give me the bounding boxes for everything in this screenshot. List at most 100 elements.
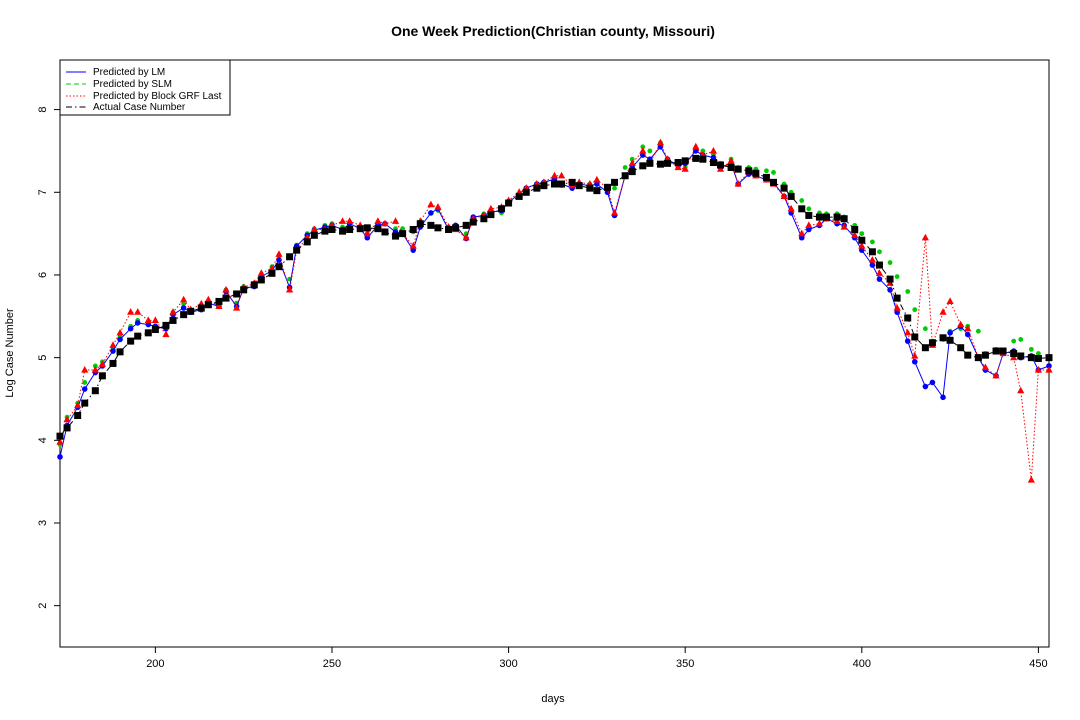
point-slm-73 [700,148,706,154]
point-actual-4 [91,387,99,395]
point-slm-63 [612,185,617,191]
point-actual-93 [875,261,883,269]
point-grf-6 [109,341,117,348]
point-actual-95 [893,294,901,302]
point-grf-102 [957,320,965,328]
point-grf-40 [409,242,417,249]
point-lm-97 [911,358,918,365]
series-grf [56,138,1053,483]
y-tick-label-6: 8 [37,107,49,113]
point-grf-103 [964,324,972,332]
point-actual-75 [717,161,725,169]
point-grf-29 [310,225,318,233]
point-grf-96 [904,328,912,336]
point-actual-89 [840,215,848,223]
point-actual-5 [98,372,106,380]
point-actual-54 [533,184,541,192]
point-actual-15 [187,307,195,315]
point-actual-73 [699,155,707,163]
point-actual-66 [639,162,647,170]
point-slm-80 [764,168,769,174]
point-lm-35 [364,234,371,241]
point-grf-111 [1034,366,1043,373]
point-slm-111 [1036,351,1041,356]
point-grf-91 [858,242,866,249]
point-slm-81 [771,170,776,175]
point-actual-112 [1045,354,1053,362]
point-grf-7 [116,328,124,336]
point-actual-102 [957,344,965,352]
point-grf-3 [81,366,89,373]
point-slm-98 [922,326,928,332]
point-actual-41 [416,220,424,228]
point-actual-10 [144,329,152,337]
point-grf-68 [656,138,665,146]
point-grf-70 [674,163,682,171]
point-actual-21 [240,286,248,294]
legend-label-lm: Predicted by LM [93,67,165,78]
point-actual-26 [286,253,294,261]
point-actual-77 [734,165,742,173]
y-tick-label-4: 6 [37,272,49,278]
point-grf-57 [557,171,566,179]
point-lm-91 [858,247,865,253]
point-grf-77 [734,180,742,187]
point-grf-2 [74,401,82,409]
point-grf-43 [434,203,442,210]
point-lm-94 [887,287,893,293]
point-actual-59 [575,182,583,190]
point-actual-90 [851,225,859,233]
point-lm-40 [410,247,417,253]
point-actual-103 [964,351,972,359]
point-actual-79 [752,169,760,177]
point-actual-28 [303,238,311,246]
point-lm-3 [81,386,88,392]
axis-layer: 200 250 300 350 400 450 2 3 4 5 6 7 8 [37,107,1048,670]
point-grf-85 [805,221,813,228]
point-actual-110 [1027,354,1035,362]
x-tick-label-5: 450 [1029,658,1047,670]
point-grf-63 [610,208,619,216]
point-actual-70 [674,159,682,167]
point-grf-101 [946,297,954,305]
point-actual-36 [374,225,382,233]
point-actual-20 [233,290,241,298]
point-actual-57 [558,180,566,188]
x-tick-label-4: 400 [853,658,871,670]
point-actual-56 [551,180,558,188]
point-actual-34 [356,225,364,233]
point-actual-52 [515,192,523,200]
point-actual-60 [586,184,594,192]
point-lm-74 [710,154,717,161]
point-actual-9 [134,332,142,340]
point-actual-82 [780,184,788,192]
point-grf-38 [391,217,400,224]
chart-title: One Week Prediction(Christian county, Mi… [391,23,715,39]
point-slm-95 [894,274,900,280]
point-grf-37 [381,219,389,227]
series-actual [56,154,1053,440]
point-grf-95 [893,304,901,311]
point-actual-68 [656,160,664,168]
point-actual-67 [646,159,654,167]
point-actual-39 [399,230,407,238]
point-grf-0 [56,437,64,445]
point-actual-98 [921,344,929,352]
point-actual-80 [762,173,770,181]
point-actual-92 [868,248,876,256]
point-grf-1 [63,415,71,423]
point-grf-4 [91,366,99,373]
point-actual-55 [540,182,548,190]
point-actual-1 [63,424,71,432]
point-lm-96 [904,338,911,344]
point-actual-99 [928,339,936,347]
point-grf-10 [144,316,152,324]
point-lm-93 [876,276,883,282]
point-grf-56 [550,171,559,179]
point-actual-106 [992,347,1000,355]
point-lm-100 [940,394,946,401]
y-tick-label-5: 7 [37,189,49,195]
point-grf-89 [840,223,848,230]
point-actual-24 [268,269,276,277]
point-actual-47 [469,218,477,226]
